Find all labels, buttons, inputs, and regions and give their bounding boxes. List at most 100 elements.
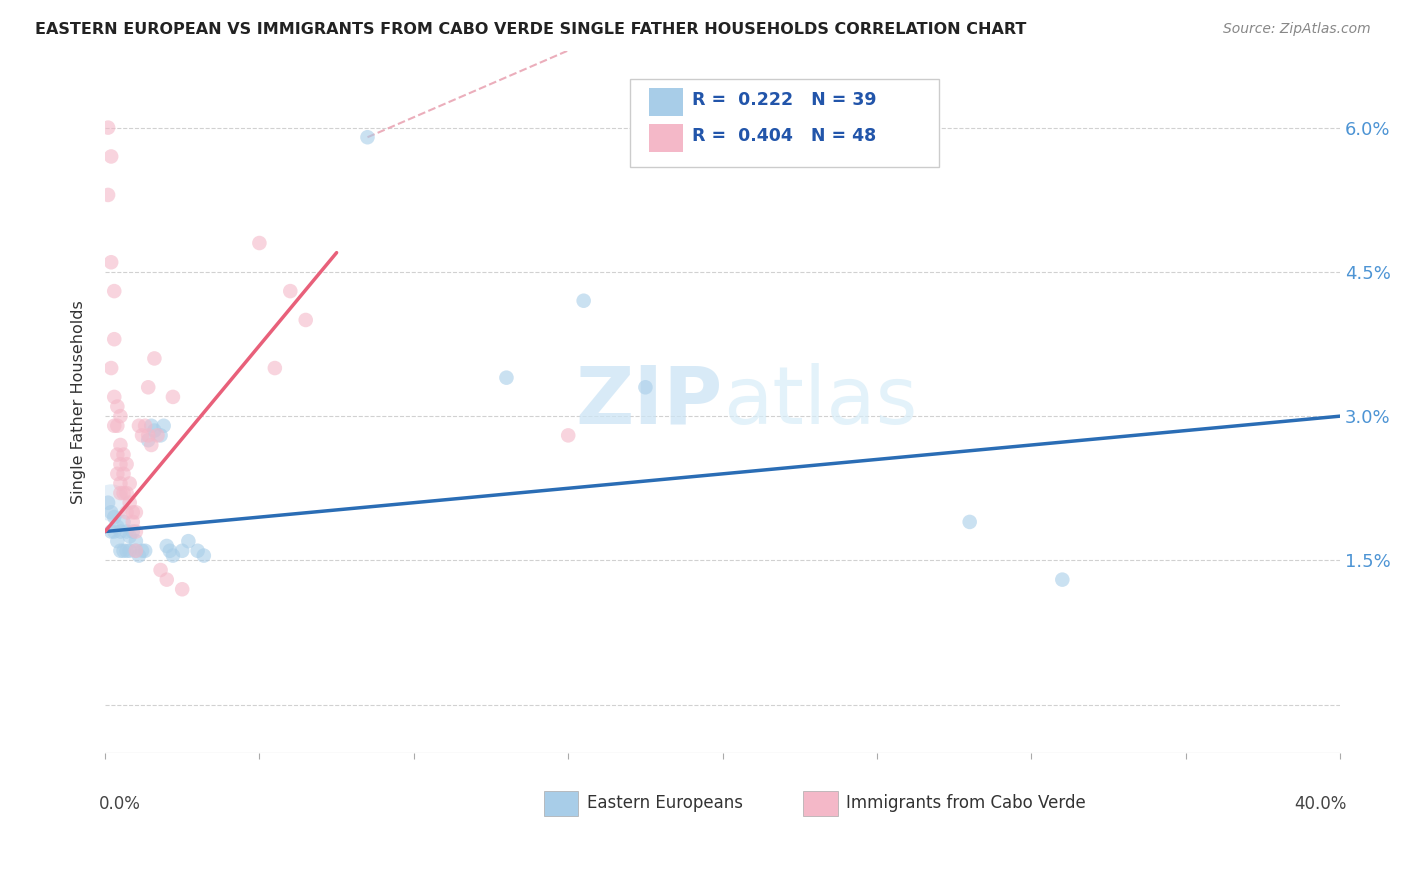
Point	[278, 284, 301, 298]
Point	[143, 351, 166, 366]
Point	[134, 543, 156, 558]
Point	[149, 563, 172, 577]
Point	[110, 438, 132, 452]
Point	[103, 390, 125, 404]
Point	[110, 457, 132, 471]
Point	[105, 520, 128, 534]
Point	[105, 467, 128, 481]
Point	[100, 505, 122, 519]
Y-axis label: Single Father Households: Single Father Households	[72, 300, 86, 504]
FancyBboxPatch shape	[803, 790, 838, 816]
Point	[103, 332, 125, 346]
Point	[112, 448, 135, 462]
Point	[118, 543, 141, 558]
Point	[115, 505, 138, 519]
Text: EASTERN EUROPEAN VS IMMIGRANTS FROM CABO VERDE SINGLE FATHER HOUSEHOLDS CORRELAT: EASTERN EUROPEAN VS IMMIGRANTS FROM CABO…	[35, 22, 1026, 37]
Point	[100, 361, 122, 376]
Point	[105, 534, 128, 549]
Point	[121, 515, 143, 529]
Point	[136, 433, 159, 447]
Point	[146, 428, 169, 442]
Point	[134, 418, 156, 433]
Point	[125, 543, 148, 558]
Point	[162, 390, 184, 404]
Point	[115, 486, 138, 500]
Point	[112, 486, 135, 500]
Point	[97, 188, 120, 202]
Text: atlas: atlas	[723, 363, 917, 441]
Point	[105, 400, 128, 414]
Point	[100, 255, 122, 269]
FancyBboxPatch shape	[630, 78, 939, 167]
Point	[572, 293, 595, 308]
Point	[177, 534, 200, 549]
Point	[156, 573, 179, 587]
Point	[112, 515, 135, 529]
Point	[110, 486, 132, 500]
Text: R =  0.222   N = 39: R = 0.222 N = 39	[692, 91, 876, 109]
Point	[156, 539, 179, 553]
Point	[557, 428, 579, 442]
Point	[634, 380, 657, 394]
Point	[103, 524, 125, 539]
FancyBboxPatch shape	[544, 790, 578, 816]
Point	[125, 505, 148, 519]
Point	[121, 505, 143, 519]
Point	[263, 361, 285, 376]
Point	[125, 524, 148, 539]
Text: R =  0.404   N = 48: R = 0.404 N = 48	[692, 128, 876, 145]
Point	[136, 380, 159, 394]
FancyBboxPatch shape	[648, 88, 683, 116]
Point	[128, 549, 150, 563]
Point	[121, 524, 143, 539]
Point	[100, 149, 122, 163]
Point	[187, 543, 209, 558]
Point	[136, 428, 159, 442]
Point	[172, 582, 194, 597]
Point	[103, 510, 125, 524]
Point	[110, 409, 132, 424]
Point	[294, 313, 316, 327]
Point	[110, 524, 132, 539]
Point	[110, 476, 132, 491]
Point	[495, 370, 517, 384]
Point	[356, 130, 378, 145]
Text: Immigrants from Cabo Verde: Immigrants from Cabo Verde	[846, 794, 1085, 813]
Point	[959, 515, 981, 529]
Point	[141, 418, 163, 433]
Point	[1052, 573, 1074, 587]
Point	[141, 438, 163, 452]
Point	[100, 496, 122, 510]
Point	[115, 524, 138, 539]
Point	[162, 549, 184, 563]
Point	[131, 428, 153, 442]
Point	[100, 524, 122, 539]
Point	[149, 428, 172, 442]
Point	[128, 418, 150, 433]
Point	[125, 534, 148, 549]
Point	[110, 543, 132, 558]
FancyBboxPatch shape	[648, 124, 683, 153]
Text: ZIP: ZIP	[575, 363, 723, 441]
Point	[112, 467, 135, 481]
Point	[118, 476, 141, 491]
Point	[103, 284, 125, 298]
Point	[112, 543, 135, 558]
Point	[97, 496, 120, 510]
Point	[125, 543, 148, 558]
Point	[105, 448, 128, 462]
Point	[172, 543, 194, 558]
Point	[131, 543, 153, 558]
Point	[152, 418, 174, 433]
Point	[118, 496, 141, 510]
Text: Eastern Europeans: Eastern Europeans	[586, 794, 742, 813]
Point	[97, 120, 120, 135]
Text: Source: ZipAtlas.com: Source: ZipAtlas.com	[1223, 22, 1371, 37]
Point	[118, 529, 141, 543]
Point	[247, 235, 270, 250]
Point	[193, 549, 215, 563]
Text: 0.0%: 0.0%	[98, 795, 141, 813]
Point	[115, 543, 138, 558]
Point	[115, 457, 138, 471]
Point	[159, 543, 181, 558]
